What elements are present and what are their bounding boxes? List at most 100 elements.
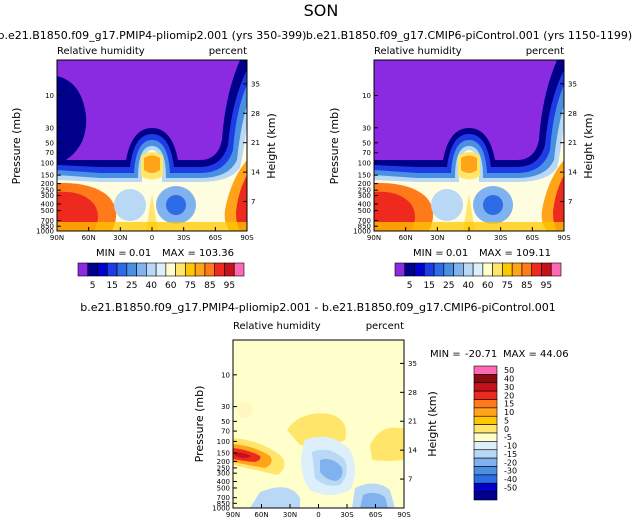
panel-c-ytick-right-label: 28 xyxy=(408,389,417,397)
panel-c-colorbar-box xyxy=(473,432,498,442)
panel-c-colorbar-label: -20 xyxy=(504,458,517,467)
panel-c-yticks-right: 35 28 21 14 7 xyxy=(400,360,417,484)
panel-b-blue-patch-right-core xyxy=(483,195,503,215)
panel-c-max-label: MAX = xyxy=(503,349,537,360)
panel-a-ytick-right-label: 28 xyxy=(251,110,260,118)
panel-c-blue-tongue xyxy=(250,487,300,508)
panel-b-ytick-right-label: 21 xyxy=(568,139,577,147)
panel-a-upper-orange xyxy=(144,155,160,173)
panel-c-ytick-label: 200 xyxy=(217,458,230,466)
panel-b-colorbar-label: 75 xyxy=(502,281,513,291)
panel-b-title: b.e21.B1850.f09_g17.CMIP6-piControl.001 … xyxy=(306,29,632,42)
panel-c-colorbar-label: 5 xyxy=(504,416,509,425)
panel-a-xtick-label: 90S xyxy=(240,234,254,242)
panel-b-colorbar-box xyxy=(541,262,552,277)
panel-b-colorbar-box xyxy=(531,262,542,277)
panel-c-colorbar-box xyxy=(473,466,498,476)
panel-a-colorbar-box xyxy=(233,262,245,277)
panel-a-colorbar-box xyxy=(87,262,98,277)
panel-c-subtitle-right: percent xyxy=(366,321,404,332)
panel-c-yellow-ridge-mid xyxy=(287,413,346,446)
panel-c-colorbar-box xyxy=(473,407,498,417)
panel-c-ytick-label: 300 xyxy=(217,470,230,478)
panel-a-colorbar-label: 60 xyxy=(165,281,177,291)
panel-b-ytick-label: 50 xyxy=(362,139,371,147)
panel-c-ytick-label: 400 xyxy=(217,478,230,486)
panel-c-colorbar-label: 40 xyxy=(504,375,514,384)
panel-a-ytick-label: 250 xyxy=(41,187,54,195)
panel-c-colorbar-label: -50 xyxy=(504,483,517,492)
panel-b-colorbar-box xyxy=(433,262,445,277)
panel-b-lower-red-core xyxy=(374,191,415,231)
panel-c-ytick-label: 1000 xyxy=(212,505,230,513)
panel-b-colorbar-label: 60 xyxy=(482,281,494,291)
panel-b-ytick-label: 700 xyxy=(358,217,371,225)
panel-c-blue-bottom-core xyxy=(360,492,388,508)
panel-b-max-value: 109.11 xyxy=(516,248,551,259)
panel-a-ytick-label: 850 xyxy=(41,223,54,231)
panel-c-ytick-label: 850 xyxy=(217,500,230,508)
panel-b-colorbar-label: 25 xyxy=(443,281,454,291)
panel-c-colorbar-label: -10 xyxy=(504,442,517,451)
panel-b-blue-patch-left xyxy=(431,189,463,221)
panel-a-surface-strip xyxy=(57,222,247,231)
panel-a-yticks-right: 35 28 21 14 7 xyxy=(243,80,260,206)
panel-a-subtitle-right: percent xyxy=(209,46,247,57)
panel-a-colorbar-box xyxy=(175,262,186,277)
panel-b-colorbar-box xyxy=(521,262,533,277)
panel-b-colorbar-label: 40 xyxy=(463,281,475,291)
panel-c-colorbar-box xyxy=(473,382,498,392)
panel-b-ytick-label: 500 xyxy=(358,207,371,215)
panel-c-ytick-label: 100 xyxy=(217,438,230,446)
panel-a-ylabel-right: Height (km) xyxy=(265,113,278,179)
panel-b-ytick-right-label: 35 xyxy=(568,80,577,88)
panel-c-colorbar-box xyxy=(473,399,498,409)
panel-c-max-value: 44.06 xyxy=(540,349,569,360)
panel-a-ytick-label: 1000 xyxy=(36,228,54,236)
panel-a-xtick-label: 60S xyxy=(209,234,223,242)
panel-a-ytick-right-label: 14 xyxy=(251,169,260,177)
panel-b-field xyxy=(374,60,564,231)
panel-c-xtick-label: 90N xyxy=(226,511,240,519)
panel-c-colorbar-box xyxy=(473,390,498,400)
panel-b-colorbar-label: 5 xyxy=(407,281,413,291)
panel-c-field xyxy=(233,340,404,508)
panel-c-ylabel: Pressure (mb) xyxy=(193,386,206,463)
panel-c-ytick-label: 70 xyxy=(221,428,230,436)
panel-c-yellow-right xyxy=(370,427,404,461)
panel-c-colorbar-label: 20 xyxy=(504,391,514,400)
panel-c-ytick-right-label: 14 xyxy=(408,447,417,455)
panel-c-colorbar-box xyxy=(473,415,498,425)
panel-b-xtick-label: 90S xyxy=(557,234,571,242)
panel-c-colorbar-label: -40 xyxy=(504,475,517,484)
panel-a-xtick-label: 90N xyxy=(50,234,64,242)
panel-a-colorbar-label: 85 xyxy=(204,281,215,291)
panel-b-colorbar-label: 85 xyxy=(521,281,532,291)
panel-c-faint-blob xyxy=(237,402,253,418)
panel-b-colorbar: 5 15 25 40 60 75 85 95 xyxy=(394,262,562,291)
panel-a-colorbar-box xyxy=(126,262,137,277)
panel-b-ytick-right-label: 28 xyxy=(568,110,577,118)
panel-b-ytick-label: 1000 xyxy=(353,228,371,236)
panel-a-colorbar-box xyxy=(97,262,108,277)
panel-a-ytick-label: 150 xyxy=(41,172,54,180)
panel-b-min-value: 0.01 xyxy=(446,248,468,259)
panel-a-colorbar-box xyxy=(165,262,176,277)
panel-a-xtick-label: 0 xyxy=(150,234,154,242)
panel-b: b.e21.B1850.f09_g17.CMIP6-piControl.001 … xyxy=(306,29,632,291)
panel-c-colorbar-box xyxy=(473,449,498,459)
panel-a-colorbar-label: 75 xyxy=(185,281,196,291)
panel-b-xtick-label: 60S xyxy=(526,234,540,242)
panel-c-colorbar-label: 50 xyxy=(504,366,514,375)
panel-c-band-darkred xyxy=(235,452,251,458)
panel-a-ytick-label: 700 xyxy=(41,217,54,225)
panel-c-xtick-label: 30S xyxy=(340,511,354,519)
panel-b-ytick-label: 400 xyxy=(358,201,371,209)
panel-a-colorbar-box xyxy=(136,262,147,277)
panel-b-colorbar-box xyxy=(443,262,454,277)
panel-c: b.e21.B1850.f09_g17.PMIP4-pliomip2.001 -… xyxy=(80,301,568,519)
panel-c-min-label: MIN = xyxy=(430,349,461,360)
panel-a-xtick-label: 30S xyxy=(177,234,191,242)
